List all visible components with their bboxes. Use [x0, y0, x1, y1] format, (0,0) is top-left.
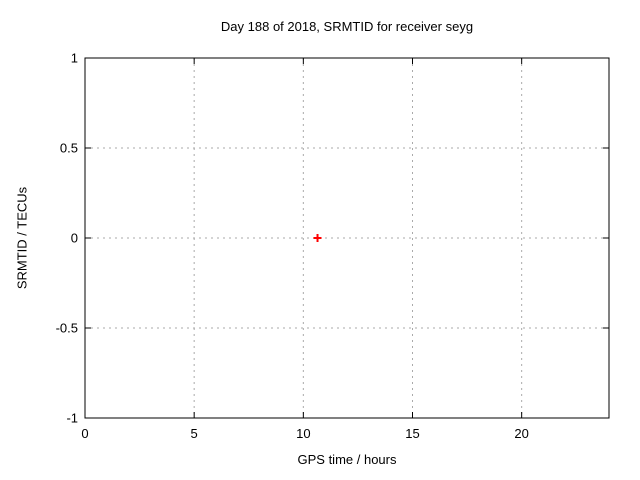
x-tick-label: 10 [296, 426, 310, 441]
x-tick-label: 0 [81, 426, 88, 441]
y-tick-label: -1 [66, 411, 78, 426]
y-tick-label: 0.5 [60, 141, 78, 156]
x-axis-label: GPS time / hours [297, 452, 397, 467]
x-tick-label: 15 [405, 426, 419, 441]
y-tick-label: -0.5 [56, 321, 78, 336]
x-tick-label: 20 [514, 426, 528, 441]
chart-title: Day 188 of 2018, SRMTID for receiver sey… [220, 19, 474, 34]
data-point-marker [313, 234, 322, 242]
y-tick-label: 1 [71, 51, 78, 66]
x-tick-label: 5 [191, 426, 198, 441]
y-tick-label: 0 [71, 231, 78, 246]
